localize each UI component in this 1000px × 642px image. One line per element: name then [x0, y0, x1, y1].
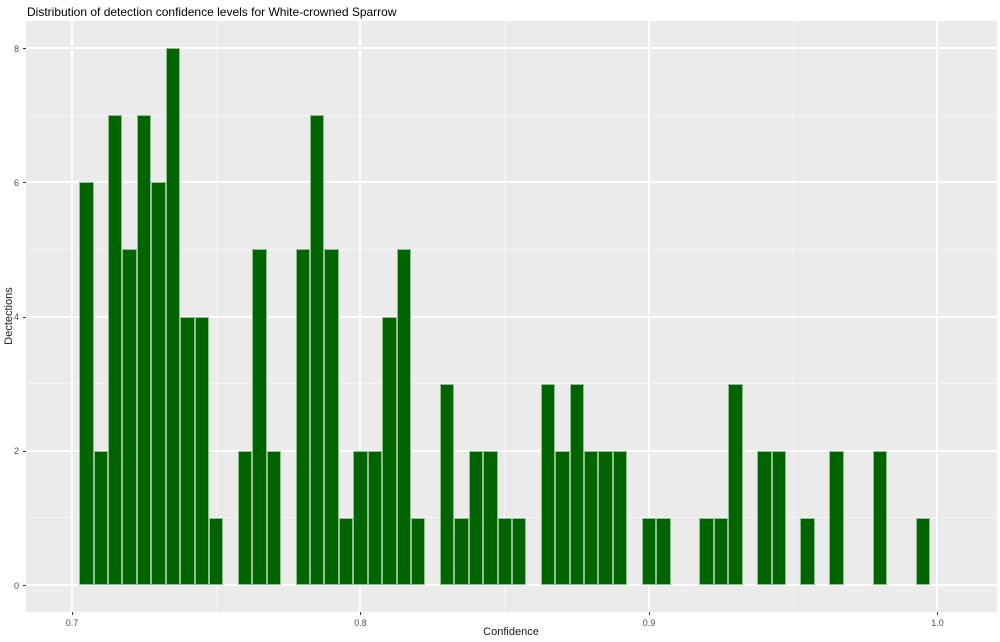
histogram-bar: [829, 450, 844, 585]
gridline-y-major: [26, 181, 997, 184]
histogram-bar: [237, 450, 253, 585]
y-tick-mark: [23, 182, 26, 184]
histogram-bar: [194, 316, 210, 586]
x-tick-mark: [937, 612, 939, 615]
histogram-bar: [309, 115, 325, 586]
histogram-bar: [584, 450, 599, 585]
x-tick-mark: [648, 612, 650, 615]
histogram-bar: [540, 383, 556, 586]
x-tick-label: 0.7: [65, 618, 79, 628]
histogram-bar: [728, 383, 743, 586]
histogram-bar: [656, 517, 671, 585]
x-tick-mark: [71, 612, 73, 615]
histogram-bar: [353, 450, 368, 585]
gridline-x-major: [70, 21, 73, 612]
histogram-bar: [367, 450, 383, 585]
gridline-y-minor: [26, 248, 997, 250]
histogram-bar: [468, 450, 484, 585]
histogram-bar: [108, 115, 123, 586]
plot-panel: [26, 21, 997, 612]
histogram-bar: [800, 517, 815, 585]
x-tick-label: 1.0: [931, 618, 944, 628]
histogram-bar: [324, 249, 339, 585]
histogram-bar: [454, 517, 469, 585]
histogram-bar: [872, 450, 887, 585]
gridline-x-major: [936, 21, 939, 612]
y-tick-mark: [23, 450, 26, 452]
histogram-bar: [641, 517, 657, 585]
histogram-bar: [771, 450, 787, 585]
histogram-bar: [757, 450, 772, 585]
y-tick-label: 8: [13, 43, 19, 54]
histogram-bar: [338, 517, 354, 585]
gridline-y-major: [26, 449, 997, 452]
y-tick-mark: [23, 585, 26, 587]
histogram-bar: [569, 383, 585, 586]
gridline-x-major: [647, 21, 650, 612]
histogram-bar: [598, 450, 613, 585]
histogram-bar: [612, 450, 628, 585]
y-tick-label: 0: [13, 580, 19, 591]
gridline-y-major: [26, 584, 997, 587]
histogram-bar: [180, 316, 195, 586]
histogram-bar: [122, 249, 137, 585]
histogram-bar: [209, 517, 224, 585]
histogram-bar: [497, 517, 512, 585]
gridline-y-major: [26, 47, 997, 50]
histogram-bar: [136, 115, 152, 586]
y-tick-label: 2: [13, 446, 19, 457]
histogram-bar: [713, 517, 729, 585]
histogram-bar: [93, 450, 109, 585]
histogram-bar: [252, 249, 267, 585]
histogram-bar: [79, 182, 94, 585]
histogram-bar: [439, 383, 455, 586]
x-tick-mark: [360, 612, 362, 615]
histogram-bar: [165, 48, 181, 586]
y-tick-mark: [23, 316, 26, 318]
gridline-y-major: [26, 315, 997, 318]
histogram-bar: [483, 450, 498, 585]
histogram-bar: [410, 517, 426, 585]
gridline-x-major: [359, 21, 362, 612]
histogram-bar: [396, 249, 411, 585]
x-tick-label: 0.8: [354, 618, 367, 628]
chart-title: Distribution of detection confidence lev…: [27, 5, 397, 19]
histogram-bar: [511, 517, 527, 585]
histogram-bar: [295, 249, 310, 585]
x-tick-label: 0.9: [642, 618, 656, 628]
gridline-y-minor: [26, 114, 997, 116]
histogram-bar: [915, 517, 931, 585]
y-tick-label: 6: [13, 177, 19, 188]
histogram-bar: [555, 450, 570, 585]
gridline-y-minor: [26, 383, 997, 385]
histogram-bar: [151, 182, 166, 585]
x-axis-title: Confidence: [483, 626, 539, 638]
y-tick-mark: [23, 48, 26, 50]
y-tick-label: 4: [13, 312, 19, 323]
histogram-bar: [699, 517, 714, 585]
histogram-bar: [266, 450, 282, 585]
histogram-bar: [382, 316, 397, 586]
